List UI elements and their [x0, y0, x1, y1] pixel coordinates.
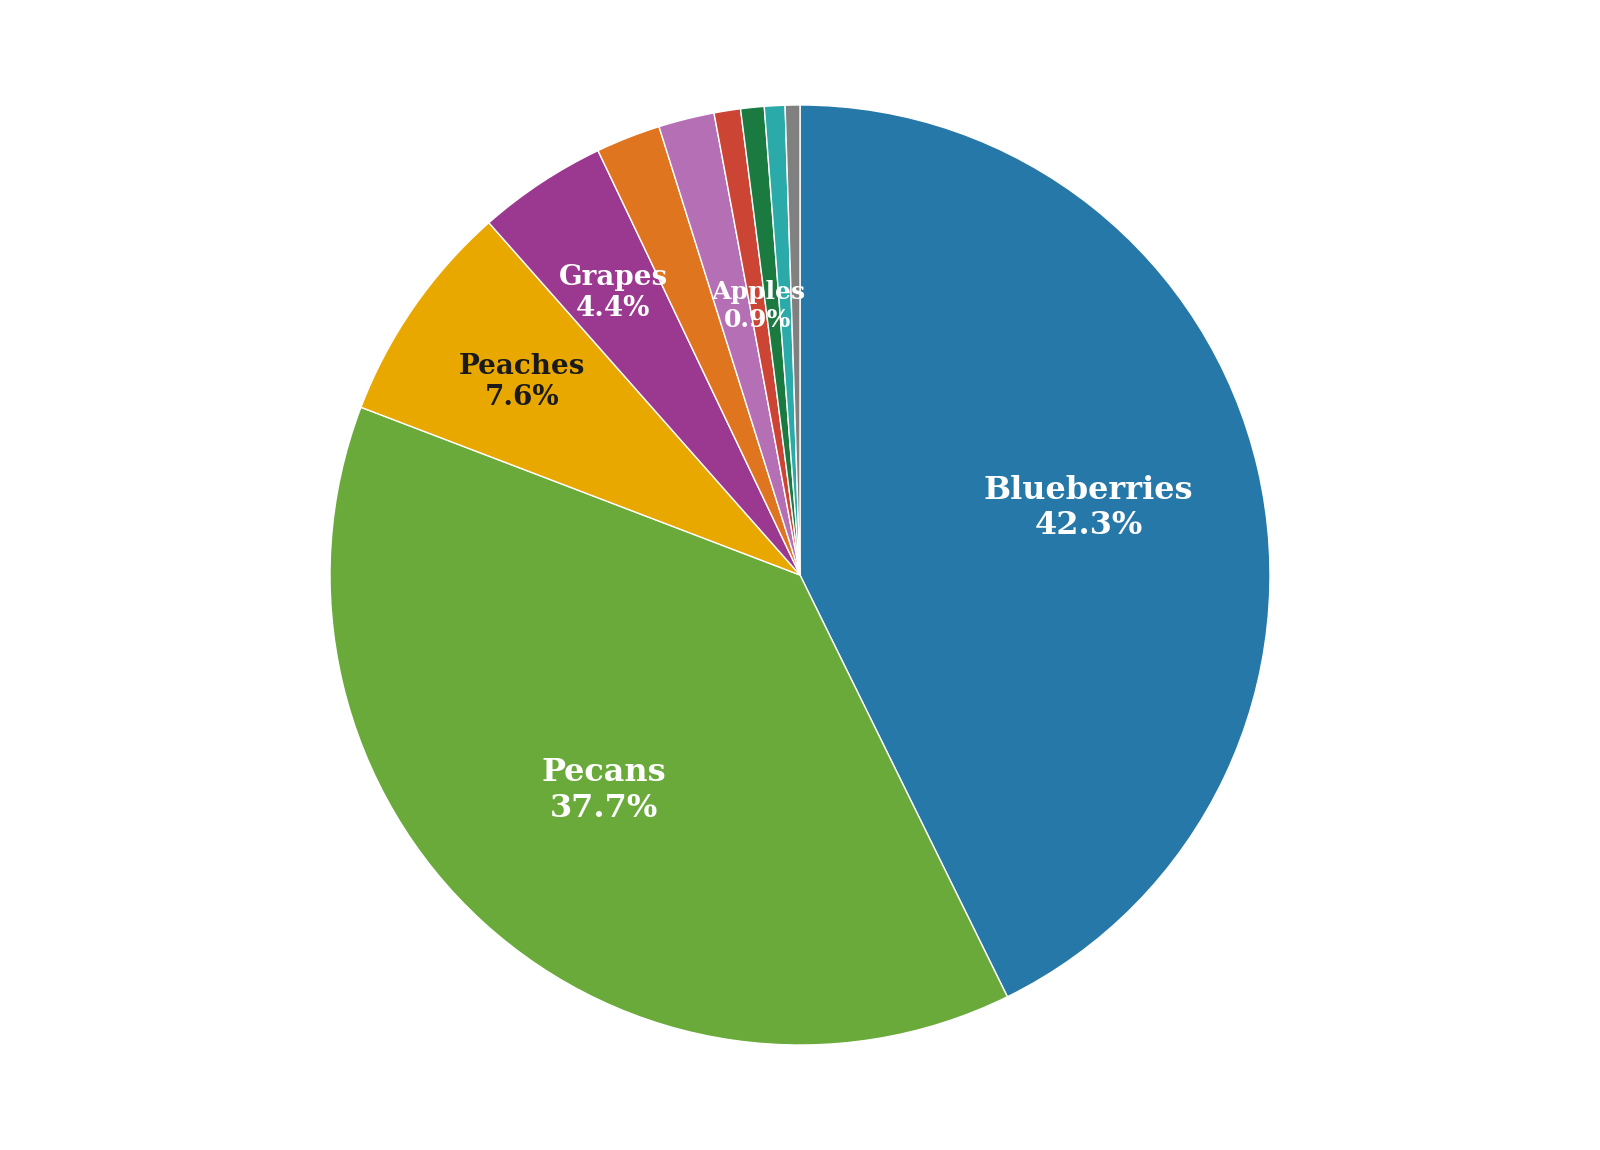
Wedge shape	[765, 106, 800, 575]
Wedge shape	[490, 151, 800, 575]
Text: Pecans
37.7%: Pecans 37.7%	[541, 757, 666, 823]
Wedge shape	[786, 105, 800, 575]
Text: Apples
0.9%: Apples 0.9%	[710, 279, 805, 331]
Wedge shape	[659, 113, 800, 575]
Wedge shape	[800, 105, 1270, 997]
Wedge shape	[330, 407, 1008, 1045]
Wedge shape	[598, 126, 800, 575]
Wedge shape	[714, 109, 800, 575]
Wedge shape	[362, 223, 800, 575]
Text: Peaches
7.6%: Peaches 7.6%	[459, 353, 586, 412]
Text: Blueberries
42.3%: Blueberries 42.3%	[984, 475, 1194, 542]
Wedge shape	[741, 106, 800, 575]
Text: Grapes
4.4%: Grapes 4.4%	[558, 263, 669, 322]
